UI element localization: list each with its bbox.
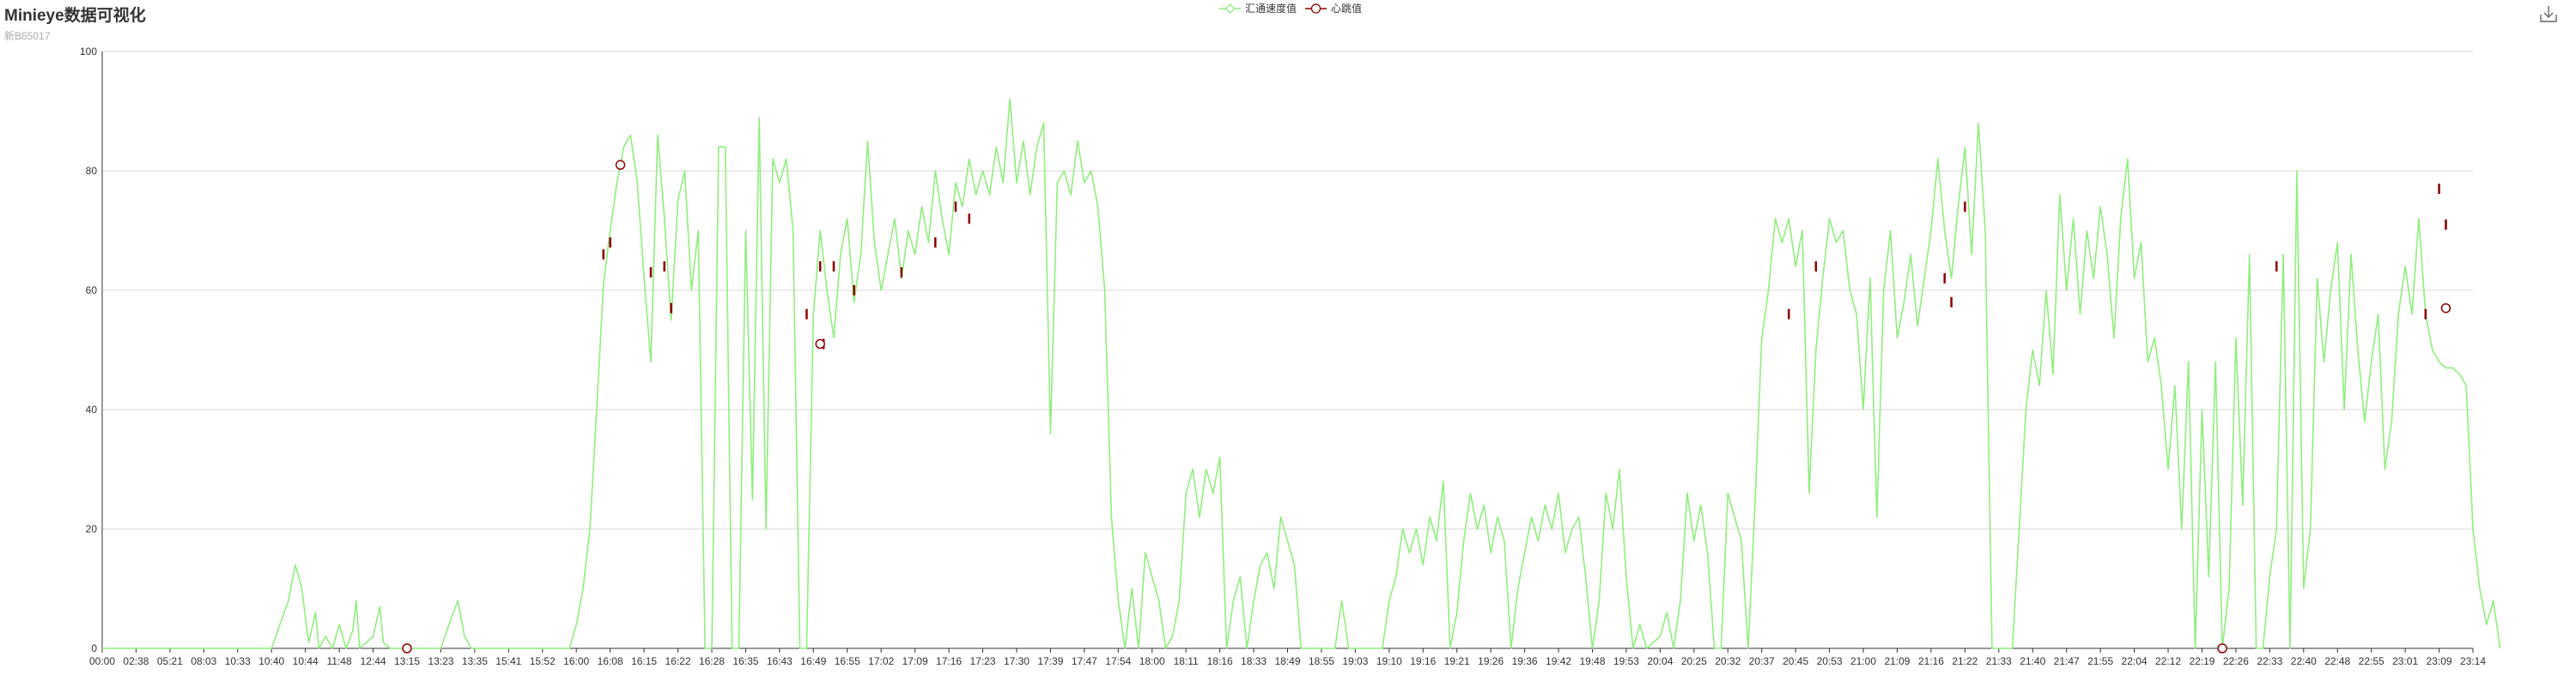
x-tick-label: 18:11 [1174, 655, 1199, 667]
x-tick-label: 13:23 [428, 655, 453, 667]
x-tick-label: 18:00 [1139, 655, 1165, 667]
x-tick-label: 10:40 [258, 655, 284, 667]
x-tick-label: 05:21 [157, 655, 183, 667]
y-tick-label: 100 [80, 46, 97, 58]
x-tick-label: 17:23 [969, 655, 995, 667]
x-tick-label: 19:10 [1376, 655, 1402, 667]
x-tick-label: 20:37 [1749, 655, 1775, 667]
x-tick-label: 12:44 [361, 655, 386, 667]
x-tick-label: 17:30 [1004, 655, 1030, 667]
x-tick-label: 21:00 [1850, 655, 1876, 667]
x-tick-label: 13:15 [394, 655, 420, 667]
x-tick-label: 19:03 [1342, 655, 1368, 667]
x-tick-label: 17:54 [1105, 655, 1131, 667]
download-icon[interactable] [2537, 3, 2560, 26]
x-tick-label: 23:09 [2427, 655, 2452, 667]
y-tick-label: 20 [86, 523, 98, 535]
x-tick-label: 16:22 [665, 655, 691, 667]
x-tick-label: 17:39 [1037, 655, 1063, 667]
x-tick-label: 16:08 [598, 655, 623, 667]
x-tick-label: 02:38 [123, 655, 149, 667]
x-tick-label: 19:36 [1512, 655, 1538, 667]
legend-marker-speed [1224, 3, 1236, 14]
x-tick-label: 21:40 [2020, 655, 2045, 667]
x-tick-label: 17:09 [902, 655, 928, 667]
page-subtitle: 新B65017 [4, 30, 51, 42]
x-tick-label: 23:01 [2392, 655, 2418, 667]
legend-label-heartbeat[interactable]: 心跳值 [1331, 2, 1362, 15]
x-tick-label: 21:47 [2054, 655, 2080, 667]
y-tick-label: 60 [86, 284, 98, 296]
x-tick-label: 21:33 [1986, 655, 2012, 667]
x-tick-label: 16:35 [732, 655, 758, 667]
y-tick-label: 80 [86, 165, 98, 177]
y-tick-label: 40 [86, 404, 98, 416]
x-tick-label: 22:33 [2257, 655, 2282, 667]
x-tick-label: 22:04 [2122, 655, 2148, 667]
x-tick-label: 21:09 [1884, 655, 1910, 667]
x-tick-label: 19:48 [1579, 655, 1605, 667]
x-tick-label: 19:16 [1410, 655, 1436, 667]
x-tick-label: 20:45 [1783, 655, 1808, 667]
heartbeat-marker[interactable] [2217, 643, 2227, 654]
heartbeat-marker[interactable] [402, 643, 412, 654]
legend-label-speed[interactable]: 汇通速度值 [1245, 2, 1297, 15]
x-tick-label: 16:15 [631, 655, 657, 667]
x-tick-label: 11:48 [327, 655, 352, 667]
x-tick-label: 15:41 [495, 655, 521, 667]
x-tick-label: 13:35 [462, 655, 488, 667]
x-tick-label: 00:00 [89, 655, 115, 667]
x-tick-label: 21:16 [1918, 655, 1944, 667]
x-tick-label: 18:33 [1241, 655, 1267, 667]
heartbeat-marker[interactable] [815, 338, 825, 350]
x-tick-label: 15:52 [530, 655, 556, 667]
heartbeat-marker[interactable] [2440, 303, 2451, 313]
heartbeat-marker[interactable] [615, 160, 626, 170]
x-tick-label: 19:53 [1613, 655, 1639, 667]
x-tick-label: 18:49 [1274, 655, 1300, 667]
x-tick-label: 22:26 [2223, 655, 2249, 667]
y-tick-label: 0 [91, 642, 97, 654]
x-tick-label: 19:21 [1444, 655, 1470, 667]
series-line-speed [102, 98, 2501, 649]
x-tick-label: 10:44 [293, 655, 319, 667]
x-tick-label: 21:55 [2087, 655, 2113, 667]
x-tick-label: 19:26 [1478, 655, 1504, 667]
x-tick-label: 19:42 [1546, 655, 1571, 667]
x-tick-label: 16:00 [563, 655, 589, 667]
x-tick-label: 17:16 [936, 655, 962, 667]
legend-marker-heartbeat [1310, 3, 1321, 14]
x-tick-label: 20:25 [1681, 655, 1707, 667]
x-tick-label: 23:14 [2460, 655, 2486, 667]
x-tick-label: 17:47 [1072, 655, 1097, 667]
x-tick-label: 20:04 [1647, 655, 1673, 667]
x-tick-label: 16:28 [699, 655, 725, 667]
x-tick-label: 18:16 [1207, 655, 1233, 667]
x-tick-label: 20:53 [1817, 655, 1843, 667]
x-tick-label: 16:55 [835, 655, 860, 667]
x-tick-label: 21:22 [1952, 655, 1978, 667]
x-tick-label: 16:49 [800, 655, 826, 667]
x-tick-label: 22:48 [2324, 655, 2350, 667]
x-tick-label: 16:43 [767, 655, 793, 667]
x-tick-label: 17:02 [868, 655, 894, 667]
x-tick-label: 22:40 [2291, 655, 2317, 667]
x-tick-label: 22:19 [2189, 655, 2215, 667]
x-tick-label: 08:03 [191, 655, 216, 667]
x-tick-label: 18:55 [1309, 655, 1334, 667]
x-tick-label: 22:55 [2359, 655, 2385, 667]
x-tick-label: 20:32 [1715, 655, 1741, 667]
page-title: Minieye数据可视化 [4, 7, 146, 25]
x-tick-label: 10:33 [225, 655, 251, 667]
x-tick-label: 22:12 [2155, 655, 2181, 667]
